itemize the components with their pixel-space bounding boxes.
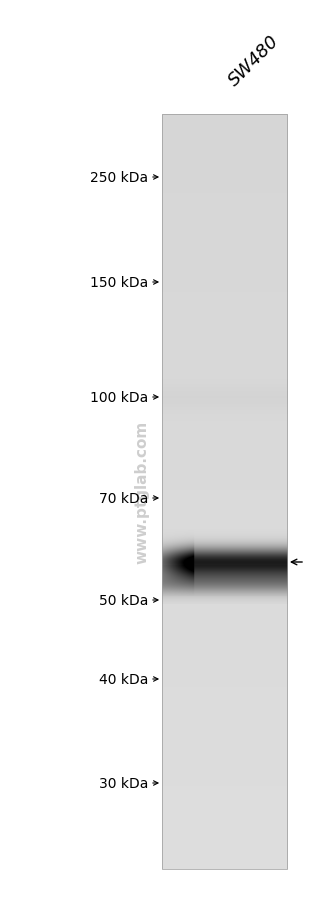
Text: 70 kDa: 70 kDa bbox=[99, 492, 148, 505]
Text: 30 kDa: 30 kDa bbox=[99, 776, 148, 790]
Text: 150 kDa: 150 kDa bbox=[90, 276, 148, 290]
Text: 40 kDa: 40 kDa bbox=[99, 672, 148, 686]
Text: 100 kDa: 100 kDa bbox=[90, 391, 148, 405]
Text: 250 kDa: 250 kDa bbox=[90, 170, 148, 185]
Text: 50 kDa: 50 kDa bbox=[99, 594, 148, 607]
Text: SW480: SW480 bbox=[225, 32, 283, 90]
Text: www.ptglab.com: www.ptglab.com bbox=[134, 420, 149, 564]
Bar bbox=[162, 115, 287, 869]
